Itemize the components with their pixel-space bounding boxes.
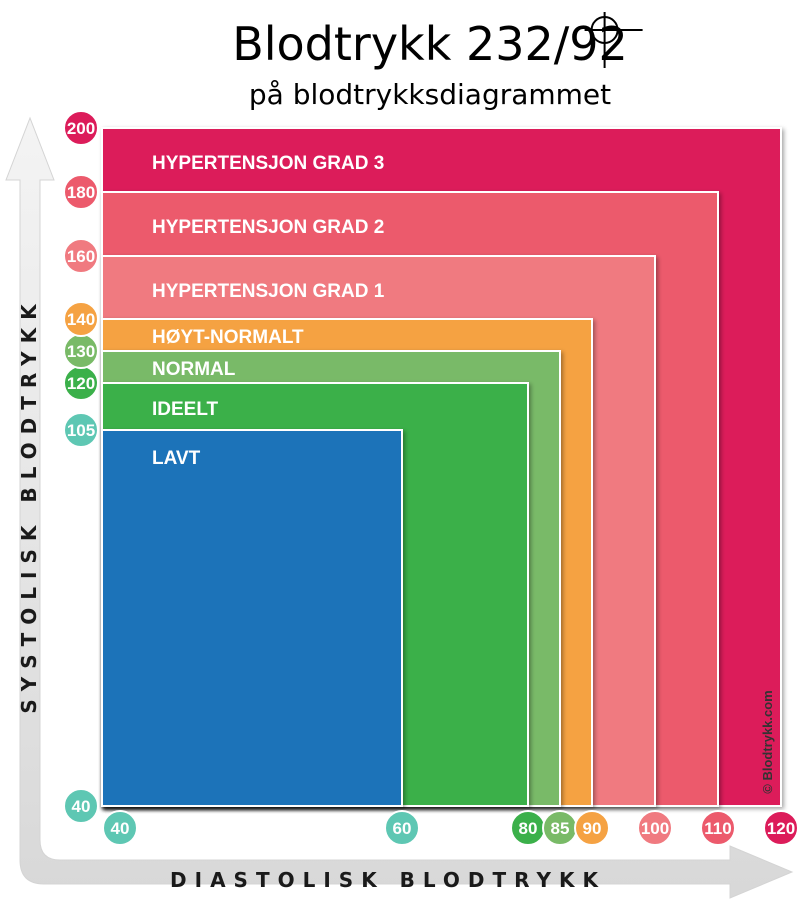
x-tick-badge (102, 810, 138, 846)
x-tick-label: 120 (767, 819, 795, 838)
x-tick-80: 80 (510, 810, 546, 846)
chart-title: Blodtrykk 232/92 (232, 17, 628, 71)
x-tick-badge (700, 810, 736, 846)
y-tick-badge (63, 301, 99, 337)
x-tick-badge (637, 810, 673, 846)
y-tick-160: 160 (63, 238, 99, 274)
y-tick-200: 200 (63, 110, 99, 146)
x-tick-60: 60 (384, 810, 420, 846)
y-tick-label: 105 (67, 421, 95, 440)
y-axis-title: SYSTOLISK BLODTRYKK (17, 296, 41, 713)
zone-label-hypertensjon-grad-1: HYPERTENSJON GRAD 1 (152, 281, 385, 302)
copyright-text: © Blodtrykk.com (760, 690, 775, 794)
x-tick-110: 110 (700, 810, 736, 846)
y-tick-130: 130 (63, 333, 99, 369)
y-tick-label: 130 (67, 342, 95, 361)
x-axis-title: DIASTOLISK BLODTRYKK (170, 868, 606, 892)
y-tick-badge (63, 174, 99, 210)
x-tick-100: 100 (637, 810, 673, 846)
x-tick-label: 40 (111, 819, 130, 838)
y-tick-120: 120 (63, 365, 99, 401)
chart-subtitle: på blodtrykksdiagrammet (249, 78, 611, 111)
x-ticks: 40 60 80 85 90 100 110 120 (102, 810, 799, 846)
x-tick-badge (763, 810, 799, 846)
y-tick-label: 140 (67, 310, 95, 329)
x-tick-badge (574, 810, 610, 846)
y-tick-label: 200 (67, 119, 95, 138)
zone-labels: HYPERTENSJON GRAD 3 HYPERTENSJON GRAD 2 HY… (152, 153, 385, 469)
reading-marker (584, 12, 643, 68)
zone-label-hypertensjon-grad-2: HYPERTENSJON GRAD 2 (152, 217, 384, 238)
axis-arrows (5, 116, 794, 899)
y-tick-label: 180 (67, 183, 95, 202)
x-tick-40: 40 (102, 810, 138, 846)
x-tick-label: 80 (519, 819, 538, 838)
y-tick-badge (63, 412, 99, 448)
zone-label-normal: NORMAL (152, 359, 236, 380)
zones (101, 127, 782, 807)
y-tick-105: 105 (63, 412, 99, 448)
y-tick-badge (63, 110, 99, 146)
x-tick-85: 85 (542, 810, 578, 846)
x-tick-120: 120 (763, 810, 799, 846)
x-tick-label: 60 (393, 819, 412, 838)
y-ticks: 40 105 120 130 140 160 180 200 (63, 110, 99, 824)
x-tick-label: 90 (583, 819, 602, 838)
x-tick-90: 90 (574, 810, 610, 846)
x-tick-badge (384, 810, 420, 846)
y-tick-label: 160 (67, 247, 95, 266)
y-tick-40: 40 (63, 788, 99, 824)
zone-label-hypertensjon-grad-3: HYPERTENSJON GRAD 3 (152, 153, 384, 174)
y-tick-140: 140 (63, 301, 99, 337)
y-tick-label: 120 (67, 374, 95, 393)
y-tick-label: 40 (72, 797, 91, 816)
y-tick-badge (63, 238, 99, 274)
zone-label-lavt: LAVT (152, 448, 201, 469)
x-tick-label: 100 (641, 819, 669, 838)
zone-lavt (101, 429, 403, 807)
x-tick-label: 85 (551, 819, 570, 838)
zone-label-hoyt-normalt: HØYT-NORMALT (152, 327, 304, 348)
y-tick-180: 180 (63, 174, 99, 210)
zone-label-ideelt: IDEELT (152, 399, 219, 420)
y-axis-arrow (5, 116, 794, 899)
x-tick-label: 110 (704, 819, 731, 838)
y-tick-badge (63, 788, 99, 824)
